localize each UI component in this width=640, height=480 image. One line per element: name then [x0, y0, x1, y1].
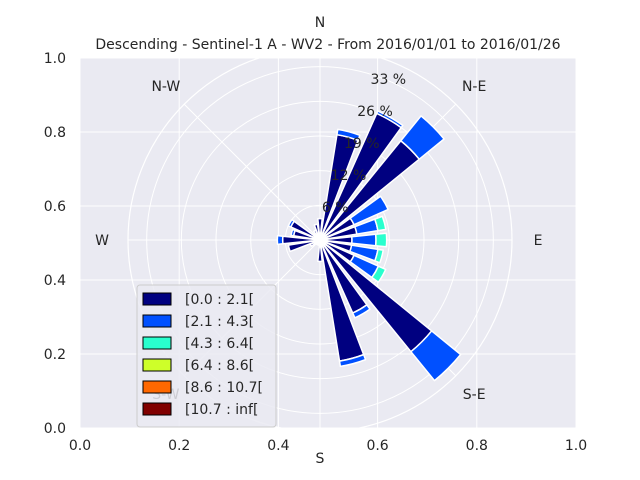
- radial-label: 19 %: [344, 136, 380, 152]
- x-tick-label: 0.2: [168, 438, 190, 454]
- y-tick-label: 0.6: [44, 199, 66, 215]
- legend-swatch: [142, 358, 172, 372]
- radial-label: 12 %: [331, 168, 367, 184]
- windrose-bar: [375, 110, 404, 129]
- legend-swatch: [142, 336, 172, 350]
- direction-label: N-E: [462, 79, 486, 95]
- legend-label: [4.3 : 6.4[: [185, 336, 254, 352]
- axis-ticks: 0.0 0.2 0.4 0.6 0.8 1.0 0.0 0.2 0.4 0.6 0.8 1.0: [44, 51, 587, 454]
- windrose-bar: [313, 223, 321, 241]
- radial-label: 26 %: [357, 104, 393, 120]
- radial-label: 6 %: [322, 200, 349, 216]
- y-tick-label: 0.4: [44, 273, 66, 289]
- windrose-bar: [290, 228, 296, 237]
- windrose-bar: [338, 353, 367, 368]
- legend: [0.0 : 2.1[ [2.1 : 4.3[ [4.3 : 6.4[ [6.4 : …: [136, 284, 277, 428]
- windrose-bar: [374, 232, 388, 248]
- windrose-bar: [351, 233, 377, 247]
- legend-box: [136, 284, 277, 428]
- direction-label: S-E: [463, 387, 486, 403]
- x-tick-label: 0.4: [267, 438, 289, 454]
- direction-label: S: [316, 451, 325, 467]
- windrose-bar: [371, 265, 387, 283]
- windrose-bar: [400, 115, 445, 160]
- legend-swatch: [142, 314, 172, 328]
- windrose-bar: [374, 248, 384, 264]
- y-tick-label: 0.8: [44, 125, 66, 141]
- windrose-bar: [351, 304, 371, 319]
- direction-label: E: [534, 233, 543, 249]
- x-tick-label: 0.6: [366, 438, 388, 454]
- legend-swatch: [142, 402, 172, 416]
- y-tick-label: 0.0: [44, 421, 66, 437]
- radial-labels: 6 % 12 % 19 % 26 % 33 %: [322, 72, 406, 216]
- windrose-bar: [317, 217, 323, 241]
- direction-label: N: [315, 15, 325, 31]
- y-tick-label: 1.0: [44, 51, 66, 67]
- x-tick-label: 0.8: [466, 438, 488, 454]
- direction-label: W: [95, 233, 109, 249]
- legend-label: [0.0 : 2.1[: [185, 292, 254, 308]
- windrose-bar: [287, 239, 321, 253]
- windrose-bar: [287, 218, 295, 228]
- legend-label: [8.6 : 10.7[: [185, 380, 263, 396]
- radial-label: 33 %: [371, 72, 407, 88]
- legend-label: [6.4 : 8.6[: [185, 358, 254, 374]
- windrose-bar: [336, 128, 361, 142]
- direction-label: N-W: [151, 79, 180, 95]
- chart-title: Descending - Sentinel-1 A - WV2 - From 2…: [95, 37, 560, 53]
- legend-swatch: [142, 380, 172, 394]
- legend-label: [2.1 : 4.3[: [185, 314, 254, 330]
- windrose-bars: [276, 110, 462, 382]
- legend-label: [10.7 : inf[: [185, 402, 258, 418]
- windrose-bar: [374, 215, 387, 232]
- windrose-bar: [410, 330, 462, 382]
- x-tick-label: 0.0: [69, 438, 91, 454]
- y-tick-label: 0.2: [44, 347, 66, 363]
- windrose-bar: [317, 239, 323, 263]
- polar-spoke: [183, 103, 321, 241]
- windrose-bar: [276, 234, 284, 246]
- polar-grid: [127, 47, 513, 433]
- x-tick-label: 1.0: [565, 438, 587, 454]
- legend-swatch: [142, 292, 172, 306]
- windrose-bar: [349, 195, 389, 226]
